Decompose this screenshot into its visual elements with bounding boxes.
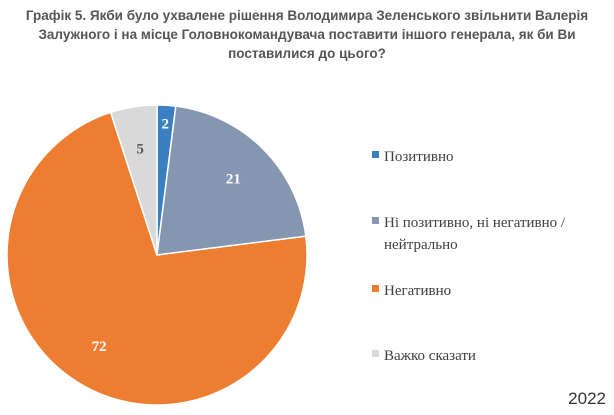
chart-title: Графік 5. Якби було ухвалене рішення Вол…	[6, 6, 608, 63]
legend-swatch-positive	[372, 151, 379, 158]
legend-label-hard-to-say: Важко сказати	[384, 348, 476, 364]
pie-label-positive: 2	[162, 116, 170, 132]
legend-label-negative: Негативно	[384, 283, 452, 299]
title-line-1: Графік 5. Якби було ухвалене рішення Вол…	[25, 8, 589, 23]
pie-slice-neutral	[156, 105, 307, 256]
legend-swatch-negative	[372, 285, 379, 292]
title-line-3: поставилися до цього?	[228, 46, 386, 61]
legend-label-positive: Позитивно	[384, 149, 454, 165]
pie-label-negative: 72	[92, 339, 107, 355]
legend-label-neutral-line-2: нейтрально	[384, 237, 458, 253]
year-label: 2022	[568, 389, 606, 408]
legend-label-neutral: Ні позитивно, ні негативно / нейтрально	[384, 212, 565, 256]
title-line-2: Залужного і на місце Головнокомандувача …	[38, 27, 576, 42]
pie-label-hard-to-say: 5	[136, 141, 144, 157]
pie-label-neutral: 21	[226, 172, 241, 188]
pie-slice-hard-to-say	[109, 104, 158, 256]
legend-swatch-hard-to-say	[372, 350, 379, 357]
legend-swatch-neutral	[372, 217, 379, 224]
pie-slice-negative	[6, 111, 308, 406]
legend-label-neutral-line-1: Ні позитивно, ні негативно /	[384, 215, 566, 231]
